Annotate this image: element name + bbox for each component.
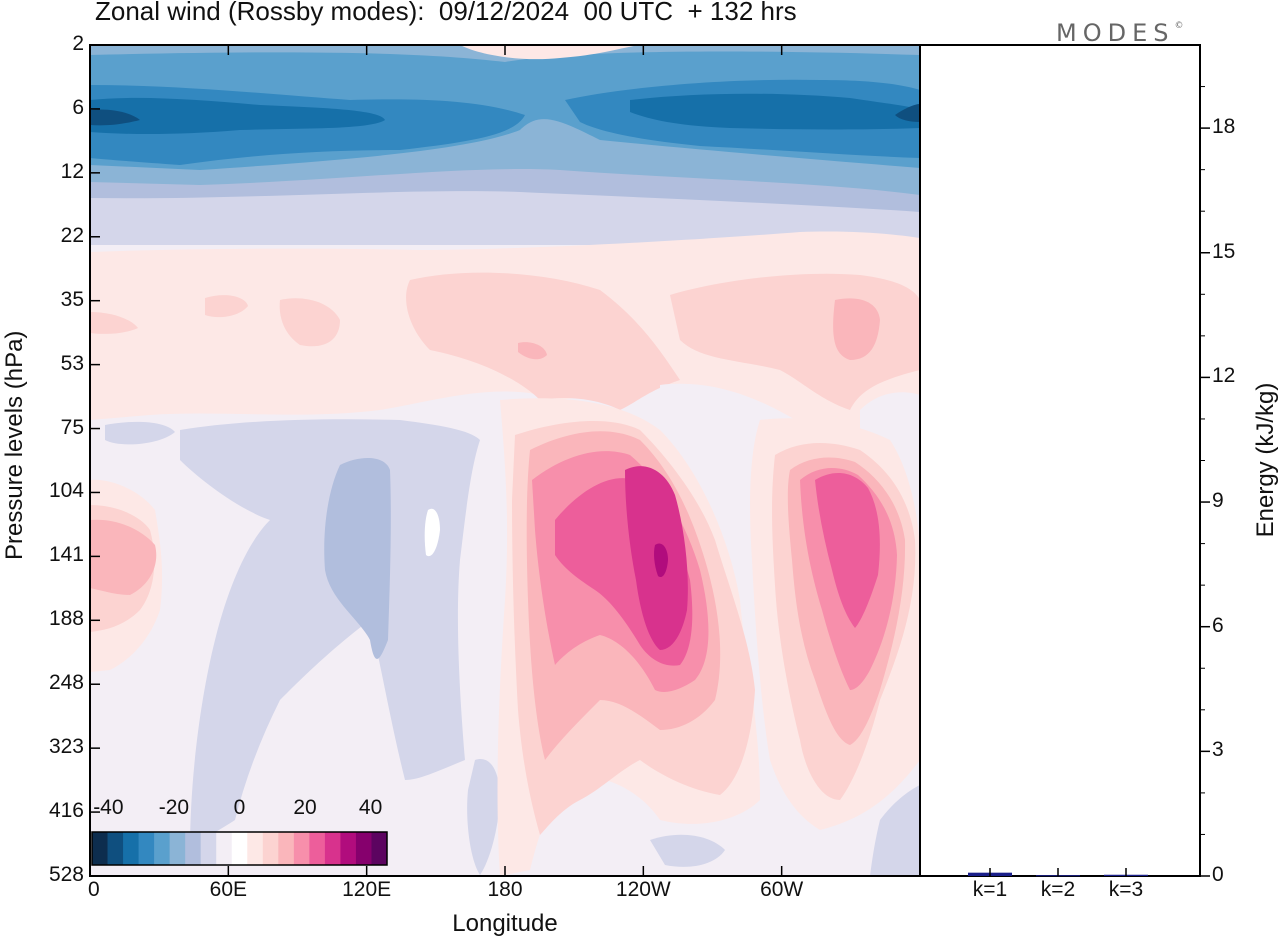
x-tick-label: 60E: [209, 878, 248, 901]
y-tick-label: 2: [72, 32, 84, 55]
y-axis-label: Pressure levels (hPa): [1, 330, 28, 560]
modes-logo: MODES©: [1056, 19, 1184, 47]
x-tick-label: 120E: [342, 878, 392, 901]
x-tick-label: 120W: [615, 878, 671, 901]
energy-category-label: k=2: [1040, 878, 1076, 901]
y-tick-label: 248: [48, 671, 84, 695]
energy-bars: [968, 868, 1148, 877]
colorbar-swatch: [309, 832, 326, 865]
energy-category-label: k=1: [972, 878, 1008, 901]
y-tick-label: 12: [60, 159, 84, 183]
energy-panel-frame: [919, 44, 1201, 877]
colorbar-swatch: [107, 832, 124, 865]
colorbar-tick-label: 0: [233, 796, 246, 819]
colorbar: [91, 831, 388, 866]
energy-tick-label: 15: [1212, 239, 1236, 263]
heatmap-field: [90, 45, 920, 876]
colorbar-swatch: [293, 832, 310, 865]
colorbar-tick-label: 20: [293, 796, 317, 819]
energy-tick-label: 18: [1212, 115, 1236, 139]
energy-tick-label: 12: [1212, 364, 1236, 388]
colorbar-swatch: [200, 832, 217, 865]
x-tick-label: 60W: [760, 878, 804, 901]
y-tick-label: 75: [60, 415, 84, 439]
colorbar-swatch: [216, 832, 233, 865]
colorbar-swatch: [278, 832, 295, 865]
heatmap-ticks: [89, 44, 1210, 877]
y-tick-label: 6: [72, 95, 84, 119]
y-tick-label: 141: [48, 543, 84, 567]
colorbar-swatch: [154, 832, 171, 865]
y-tick-label: 188: [48, 607, 84, 631]
y-tick-label: 35: [60, 287, 84, 311]
colorbar-swatch: [231, 832, 248, 865]
colorbar-tick-label: 40: [358, 796, 383, 819]
x-axis-label: Longitude: [452, 910, 558, 937]
colorbar-swatch: [185, 832, 202, 865]
y-tick-label: 323: [48, 735, 84, 759]
energy-tick-label: 9: [1212, 489, 1224, 513]
energy-tick-label: 6: [1212, 613, 1224, 637]
chart-title: Zonal wind (Rossby modes): 09/12/2024 00…: [95, 0, 797, 26]
colorbar-swatch: [169, 832, 186, 865]
colorbar-swatch: [262, 832, 279, 865]
energy-tick-label: 3: [1212, 738, 1224, 762]
x-tick-label: 0: [88, 878, 100, 901]
colorbar-tick-label: -40: [93, 796, 124, 819]
colorbar-swatch: [371, 832, 388, 865]
energy-axis-label: Energy (kJ/kg): [1252, 382, 1279, 538]
colorbar-swatch: [247, 832, 264, 865]
colorbar-swatch: [340, 832, 357, 865]
colorbar-swatch: [355, 832, 372, 865]
y-tick-label: 416: [48, 799, 84, 823]
y-tick-label: 53: [60, 351, 84, 375]
y-tick-label: 22: [60, 223, 84, 247]
colorbar-frame: [91, 831, 388, 866]
colorbar-swatch: [324, 832, 341, 865]
colorbar-swatch: [138, 832, 155, 865]
energy-category-label: k=3: [1108, 878, 1144, 901]
colorbar-swatch: [92, 832, 109, 865]
colorbar-swatch: [123, 832, 140, 865]
y-tick-label: 528: [48, 863, 84, 886]
energy-tick-label: 0: [1212, 863, 1224, 886]
colorbar-tick-label: -20: [158, 796, 190, 819]
x-tick-label: 180: [487, 878, 523, 901]
y-tick-label: 104: [48, 479, 84, 503]
